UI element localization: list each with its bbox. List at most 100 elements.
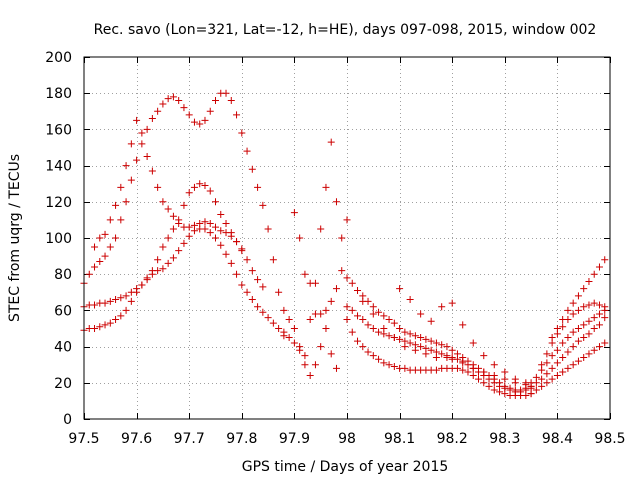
data-point — [217, 241, 225, 249]
data-point — [590, 325, 598, 332]
data-point — [438, 341, 446, 349]
data-point — [569, 343, 577, 351]
data-point — [601, 256, 609, 264]
data-point — [217, 227, 225, 235]
data-point — [595, 343, 603, 351]
data-point — [380, 312, 388, 320]
data-point — [96, 234, 104, 242]
data-point — [527, 379, 535, 387]
data-point — [501, 382, 509, 390]
data-point — [590, 314, 598, 322]
data-point — [248, 296, 256, 304]
data-point — [401, 343, 409, 351]
series-arc17 — [548, 256, 609, 342]
data-point — [490, 361, 498, 369]
data-point — [574, 292, 582, 300]
data-point — [169, 93, 177, 101]
data-point — [311, 361, 319, 369]
data-point — [306, 315, 314, 323]
data-point — [406, 330, 414, 338]
data-point — [106, 216, 114, 224]
data-point — [201, 182, 209, 190]
data-point — [559, 368, 567, 376]
data-point — [112, 201, 120, 209]
data-point — [464, 368, 472, 376]
data-point — [96, 323, 104, 331]
data-point — [148, 115, 156, 123]
data-point — [212, 198, 219, 206]
data-point — [585, 330, 593, 338]
data-point — [411, 346, 419, 354]
data-point — [343, 216, 351, 224]
data-point — [427, 337, 435, 345]
data-point — [453, 364, 461, 372]
data-point — [559, 353, 567, 361]
x-tick-label: 97.8 — [226, 431, 257, 447]
data-point — [175, 247, 183, 255]
data-point — [154, 256, 162, 264]
y-tick-label: 60 — [54, 303, 72, 319]
data-point — [427, 317, 435, 325]
data-point — [469, 372, 477, 380]
data-point — [91, 325, 99, 332]
data-point — [138, 140, 146, 148]
data-point — [354, 312, 362, 320]
data-point — [448, 299, 456, 307]
data-point — [164, 95, 172, 103]
data-point — [154, 183, 162, 191]
data-point — [580, 321, 588, 329]
series-arc4 — [91, 116, 246, 253]
data-point — [432, 353, 440, 361]
x-tick-label: 98.2 — [437, 431, 468, 447]
data-point — [190, 221, 198, 229]
series-arc16 — [538, 299, 609, 369]
x-tick-label: 98.5 — [594, 431, 625, 447]
x-tick-label: 97.5 — [68, 431, 99, 447]
data-point — [301, 352, 309, 360]
data-point — [327, 138, 335, 146]
data-point — [317, 343, 325, 351]
data-point — [469, 339, 477, 347]
data-point — [275, 288, 283, 296]
data-point — [459, 321, 467, 329]
data-point — [501, 375, 509, 383]
data-point — [259, 283, 267, 291]
data-point — [343, 274, 351, 282]
data-point — [101, 252, 109, 260]
data-point — [133, 116, 141, 124]
data-point — [475, 375, 482, 383]
data-point — [127, 140, 135, 148]
data-point — [264, 225, 272, 233]
x-tick-label: 98 — [338, 431, 356, 447]
data-point — [559, 323, 567, 331]
data-point — [96, 258, 104, 266]
data-point — [185, 232, 193, 240]
data-point — [438, 350, 446, 358]
x-tick-label: 97.9 — [279, 431, 310, 447]
data-point — [154, 107, 162, 115]
data-point — [290, 209, 298, 217]
data-point — [369, 303, 377, 311]
data-point — [196, 220, 204, 228]
data-point — [396, 325, 404, 332]
data-point — [112, 315, 120, 323]
data-point — [527, 390, 535, 398]
data-point — [543, 350, 551, 358]
data-point — [91, 301, 99, 309]
x-tick-label: 98.4 — [542, 431, 573, 447]
data-point — [548, 364, 556, 372]
data-point — [222, 250, 230, 258]
data-point — [532, 373, 540, 381]
series-arc14 — [527, 314, 609, 390]
data-point — [590, 346, 598, 354]
data-point — [338, 234, 346, 242]
data-point — [348, 279, 356, 287]
data-point — [259, 308, 267, 316]
data-point — [290, 339, 298, 347]
data-point — [580, 334, 588, 342]
data-point — [133, 285, 141, 293]
series-arc13 — [527, 339, 609, 398]
data-point — [117, 312, 125, 320]
data-point — [332, 364, 340, 372]
